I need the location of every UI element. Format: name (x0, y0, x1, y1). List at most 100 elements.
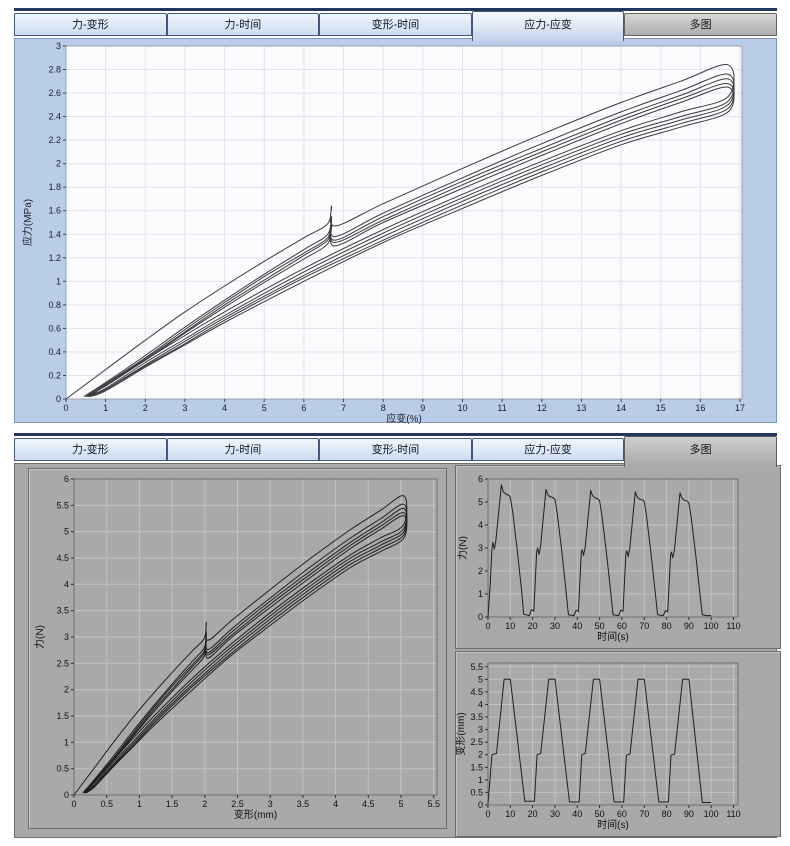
tab-force-deformation[interactable]: 力-变形 (14, 13, 167, 36)
svg-text:5.5: 5.5 (470, 662, 483, 672)
svg-text:2.6: 2.6 (48, 88, 61, 98)
svg-text:4: 4 (222, 403, 227, 413)
svg-text:2: 2 (202, 799, 207, 809)
svg-text:1.6: 1.6 (48, 206, 61, 216)
tab-stress-strain[interactable]: 应力-应变 (471, 438, 625, 461)
svg-text:应力(MPa): 应力(MPa) (21, 199, 34, 246)
tab-multi-chart[interactable]: 多图 (624, 13, 777, 36)
svg-text:3: 3 (64, 632, 69, 642)
svg-text:时间(s): 时间(s) (597, 630, 629, 643)
svg-text:20: 20 (528, 621, 538, 631)
svg-text:0.5: 0.5 (56, 764, 69, 774)
svg-text:0.5: 0.5 (470, 787, 483, 797)
svg-text:3: 3 (268, 799, 273, 809)
svg-text:0.8: 0.8 (48, 300, 61, 310)
svg-text:80: 80 (662, 809, 672, 819)
svg-text:应变(%): 应变(%) (386, 412, 422, 424)
svg-text:90: 90 (684, 621, 694, 631)
svg-text:2.5: 2.5 (231, 799, 244, 809)
multi-chart-view: 0 0.5 1 1.5 2 2.5 3 3.5 4 4.5 5 5.5 0 0.5 1 1.5 2 2.5 3 3.5… (14, 463, 781, 838)
svg-text:6: 6 (64, 474, 69, 484)
svg-text:0.6: 0.6 (48, 323, 61, 333)
svg-text:9: 9 (420, 403, 425, 413)
svg-text:1.5: 1.5 (166, 799, 179, 809)
svg-text:7: 7 (341, 403, 346, 413)
svg-text:2.5: 2.5 (56, 658, 69, 668)
svg-text:2: 2 (478, 750, 483, 760)
svg-text:11: 11 (497, 403, 506, 413)
svg-text:2.4: 2.4 (48, 112, 61, 122)
svg-text:0: 0 (478, 612, 483, 622)
svg-text:60: 60 (617, 809, 627, 819)
svg-text:1: 1 (56, 276, 61, 286)
svg-text:变形(mm): 变形(mm) (234, 808, 277, 821)
svg-text:5: 5 (398, 799, 403, 809)
tab-multi-chart[interactable]: 多图 (624, 436, 777, 467)
svg-text:4: 4 (478, 520, 483, 530)
svg-text:力(N): 力(N) (456, 536, 469, 560)
tab-force-deformation[interactable]: 力-变形 (14, 438, 167, 461)
svg-text:100: 100 (704, 809, 719, 819)
svg-text:15: 15 (656, 403, 666, 413)
svg-text:5.5: 5.5 (427, 799, 440, 809)
svg-text:3: 3 (182, 403, 187, 413)
tab-bar-bottom: 力-变形 力-时间 变形-时间 应力-应变 多图 (14, 433, 777, 467)
svg-text:0: 0 (485, 621, 490, 631)
svg-text:3: 3 (56, 41, 61, 51)
svg-text:17: 17 (735, 403, 745, 413)
svg-text:5.5: 5.5 (56, 500, 69, 510)
svg-text:0: 0 (71, 799, 76, 809)
svg-text:40: 40 (572, 809, 582, 819)
svg-text:0: 0 (56, 394, 61, 404)
svg-text:0: 0 (63, 403, 68, 413)
svg-text:1.5: 1.5 (56, 711, 69, 721)
force-time-chart: 0 10 20 30 40 50 60 70 80 90 100 110 0 1 2 3 4 5 6 时间(s) 力(N… (456, 466, 780, 648)
svg-text:10: 10 (505, 809, 515, 819)
svg-text:2: 2 (64, 685, 69, 695)
svg-text:2: 2 (56, 159, 61, 169)
tab-force-time[interactable]: 力-时间 (166, 13, 320, 36)
svg-text:1: 1 (478, 775, 483, 785)
force-time-subpanel: 0 10 20 30 40 50 60 70 80 90 100 110 0 1 2 3 4 5 6 时间(s) 力(N… (455, 465, 781, 649)
tab-force-time[interactable]: 力-时间 (166, 438, 320, 461)
deformation-time-subpanel: 0 10 20 30 40 50 60 70 80 90 100 110 0 0.5 1 1.5 2 2.5 3 3.… (454, 651, 781, 837)
stress-strain-view: 0 1 2 3 4 5 6 7 8 9 10 11 12 13 14 15 16 17 0 0.2 0.4 0.6 0.8 1… (14, 38, 778, 425)
svg-text:80: 80 (662, 621, 672, 631)
stress-strain-chart: 0 1 2 3 4 5 6 7 8 9 10 11 12 13 14 15 16 17 0 0.2 0.4 0.6 0.8 1… (15, 39, 778, 425)
svg-text:5: 5 (478, 497, 483, 507)
svg-text:0: 0 (64, 790, 69, 800)
svg-text:4.5: 4.5 (56, 553, 69, 563)
svg-text:0.4: 0.4 (48, 347, 61, 357)
svg-text:2.5: 2.5 (470, 737, 483, 747)
svg-text:13: 13 (576, 403, 586, 413)
svg-text:1.4: 1.4 (48, 229, 61, 239)
svg-text:0: 0 (485, 809, 490, 819)
svg-text:3.5: 3.5 (56, 606, 69, 616)
svg-text:16: 16 (695, 403, 705, 413)
svg-text:1: 1 (137, 799, 142, 809)
svg-text:50: 50 (595, 621, 605, 631)
svg-text:20: 20 (528, 809, 538, 819)
svg-text:4: 4 (64, 579, 69, 589)
svg-text:70: 70 (639, 621, 649, 631)
svg-text:3.5: 3.5 (297, 799, 310, 809)
svg-text:3: 3 (478, 725, 483, 735)
tab-stress-strain[interactable]: 应力-应变 (471, 11, 625, 41)
force-deformation-chart: 0 0.5 1 1.5 2 2.5 3 3.5 4 4.5 5 5.5 0 0.5 1 1.5 2 2.5 3 3.5… (29, 469, 446, 828)
svg-text:2.2: 2.2 (48, 135, 61, 145)
svg-text:100: 100 (704, 621, 719, 631)
tab-bar-top: 力-变形 力-时间 变形-时间 应力-应变 多图 (14, 8, 777, 41)
svg-text:1: 1 (64, 737, 69, 747)
svg-text:0: 0 (478, 800, 483, 810)
svg-text:2: 2 (143, 403, 148, 413)
svg-text:4: 4 (478, 700, 483, 710)
tab-deformation-time[interactable]: 变形-时间 (319, 13, 472, 36)
force-deformation-subpanel: 0 0.5 1 1.5 2 2.5 3 3.5 4 4.5 5 5.5 0 0.5 1 1.5 2 2.5 3 3.5… (28, 468, 447, 829)
stress-strain-panel: 力-变形 力-时间 变形-时间 应力-应变 多图 0 1 2 3 4 5 6 7 8 9 10 11 1… (14, 8, 778, 425)
svg-text:4.5: 4.5 (362, 799, 375, 809)
tab-deformation-time[interactable]: 变形-时间 (319, 438, 472, 461)
svg-text:1.5: 1.5 (470, 762, 483, 772)
svg-text:60: 60 (617, 621, 627, 631)
svg-text:90: 90 (684, 809, 694, 819)
svg-text:10: 10 (505, 621, 515, 631)
